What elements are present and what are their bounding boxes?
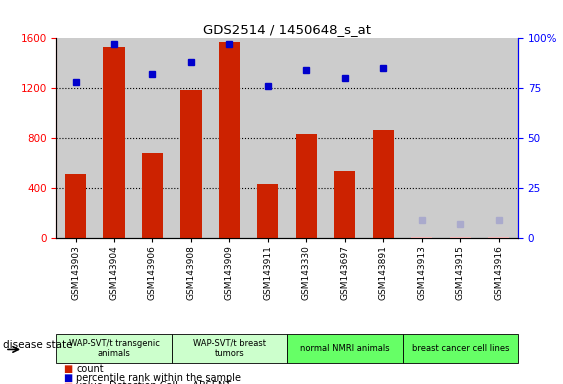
Bar <box>219 42 240 238</box>
Bar <box>334 170 355 238</box>
Bar <box>257 184 279 238</box>
Text: value, Detection Call = ABSENT: value, Detection Call = ABSENT <box>76 381 231 384</box>
Bar <box>133 38 172 238</box>
Bar <box>65 174 86 238</box>
Bar <box>180 89 202 238</box>
Bar <box>287 38 325 238</box>
Bar <box>441 38 480 238</box>
Text: WAP-SVT/t breast
tumors: WAP-SVT/t breast tumors <box>193 339 266 358</box>
Bar <box>403 38 441 238</box>
Bar <box>450 237 471 238</box>
Text: WAP-SVT/t transgenic
animals: WAP-SVT/t transgenic animals <box>69 339 159 358</box>
Bar <box>411 237 432 238</box>
Text: normal NMRI animals: normal NMRI animals <box>300 344 390 353</box>
Bar <box>56 38 95 238</box>
Bar <box>210 38 249 238</box>
Bar <box>172 38 210 238</box>
Bar <box>373 129 394 238</box>
Bar <box>104 47 124 238</box>
Bar <box>142 153 163 238</box>
Bar <box>95 38 133 238</box>
Bar <box>249 38 287 238</box>
Bar <box>364 38 403 238</box>
Text: disease state: disease state <box>3 339 72 350</box>
Text: ■: ■ <box>63 381 72 384</box>
Bar <box>480 38 518 238</box>
Text: percentile rank within the sample: percentile rank within the sample <box>76 373 241 383</box>
Bar <box>325 38 364 238</box>
Text: ■: ■ <box>63 373 72 383</box>
Bar <box>488 237 510 238</box>
Text: count: count <box>76 364 104 374</box>
Text: ■: ■ <box>63 364 72 374</box>
Text: breast cancer cell lines: breast cancer cell lines <box>412 344 509 353</box>
Title: GDS2514 / 1450648_s_at: GDS2514 / 1450648_s_at <box>203 23 371 36</box>
Bar <box>296 134 317 238</box>
